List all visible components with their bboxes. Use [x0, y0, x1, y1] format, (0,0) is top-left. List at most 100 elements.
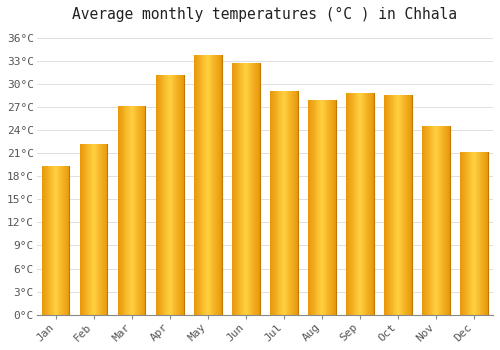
- Bar: [90, 144, 91, 315]
- Bar: [411, 96, 412, 315]
- Bar: [180, 75, 181, 315]
- Bar: [386, 96, 387, 315]
- Bar: [217, 55, 218, 315]
- Bar: [474, 152, 475, 315]
- Bar: [160, 75, 162, 315]
- Bar: [359, 93, 360, 315]
- Bar: [82, 144, 83, 315]
- Bar: [202, 55, 203, 315]
- Bar: [361, 93, 362, 315]
- Bar: [126, 106, 127, 315]
- Bar: [357, 93, 358, 315]
- Bar: [432, 126, 434, 315]
- Bar: [346, 93, 347, 315]
- Bar: [323, 100, 324, 315]
- Bar: [385, 96, 386, 315]
- Bar: [194, 55, 195, 315]
- Bar: [439, 126, 440, 315]
- Bar: [422, 126, 423, 315]
- Bar: [370, 93, 371, 315]
- Bar: [218, 55, 219, 315]
- Bar: [312, 100, 313, 315]
- Bar: [285, 91, 286, 315]
- Bar: [219, 55, 220, 315]
- Bar: [473, 152, 474, 315]
- Bar: [80, 144, 81, 315]
- Bar: [460, 152, 462, 315]
- Bar: [435, 126, 436, 315]
- Bar: [88, 144, 89, 315]
- Bar: [139, 106, 140, 315]
- Bar: [372, 93, 374, 315]
- Bar: [402, 96, 404, 315]
- Bar: [243, 63, 244, 315]
- Bar: [258, 63, 260, 315]
- Bar: [176, 75, 177, 315]
- Bar: [130, 106, 131, 315]
- Bar: [102, 144, 103, 315]
- Bar: [398, 96, 399, 315]
- Bar: [101, 144, 102, 315]
- Bar: [65, 166, 66, 315]
- Bar: [358, 93, 359, 315]
- Bar: [294, 91, 295, 315]
- Bar: [330, 100, 331, 315]
- Bar: [270, 91, 271, 315]
- Bar: [84, 144, 86, 315]
- Bar: [320, 100, 321, 315]
- Bar: [470, 152, 472, 315]
- Bar: [438, 126, 439, 315]
- Bar: [406, 96, 407, 315]
- Bar: [482, 152, 483, 315]
- Bar: [476, 152, 477, 315]
- Bar: [400, 96, 402, 315]
- Bar: [356, 93, 357, 315]
- Bar: [311, 100, 312, 315]
- Bar: [252, 63, 253, 315]
- Bar: [286, 91, 288, 315]
- Bar: [136, 106, 138, 315]
- Bar: [273, 91, 274, 315]
- Bar: [397, 96, 398, 315]
- Bar: [98, 144, 99, 315]
- Bar: [104, 144, 106, 315]
- Bar: [322, 100, 323, 315]
- Bar: [394, 96, 395, 315]
- Bar: [477, 152, 478, 315]
- Bar: [371, 93, 372, 315]
- Bar: [120, 106, 121, 315]
- Bar: [210, 55, 212, 315]
- Bar: [396, 96, 397, 315]
- Bar: [216, 55, 217, 315]
- Bar: [284, 91, 285, 315]
- Bar: [487, 152, 488, 315]
- Bar: [408, 96, 409, 315]
- Bar: [463, 152, 464, 315]
- Bar: [333, 100, 334, 315]
- Bar: [93, 144, 94, 315]
- Bar: [246, 63, 247, 315]
- Bar: [106, 144, 108, 315]
- Bar: [483, 152, 484, 315]
- Bar: [430, 126, 432, 315]
- Bar: [290, 91, 291, 315]
- Bar: [118, 106, 119, 315]
- Bar: [321, 100, 322, 315]
- Bar: [274, 91, 275, 315]
- Bar: [166, 75, 167, 315]
- Bar: [347, 93, 348, 315]
- Bar: [253, 63, 254, 315]
- Bar: [131, 106, 132, 315]
- Bar: [468, 152, 469, 315]
- Bar: [45, 166, 46, 315]
- Bar: [244, 63, 245, 315]
- Bar: [282, 91, 283, 315]
- Bar: [200, 55, 202, 315]
- Bar: [404, 96, 406, 315]
- Bar: [440, 126, 442, 315]
- Bar: [283, 91, 284, 315]
- Bar: [141, 106, 142, 315]
- Bar: [426, 126, 427, 315]
- Bar: [442, 126, 444, 315]
- Bar: [407, 96, 408, 315]
